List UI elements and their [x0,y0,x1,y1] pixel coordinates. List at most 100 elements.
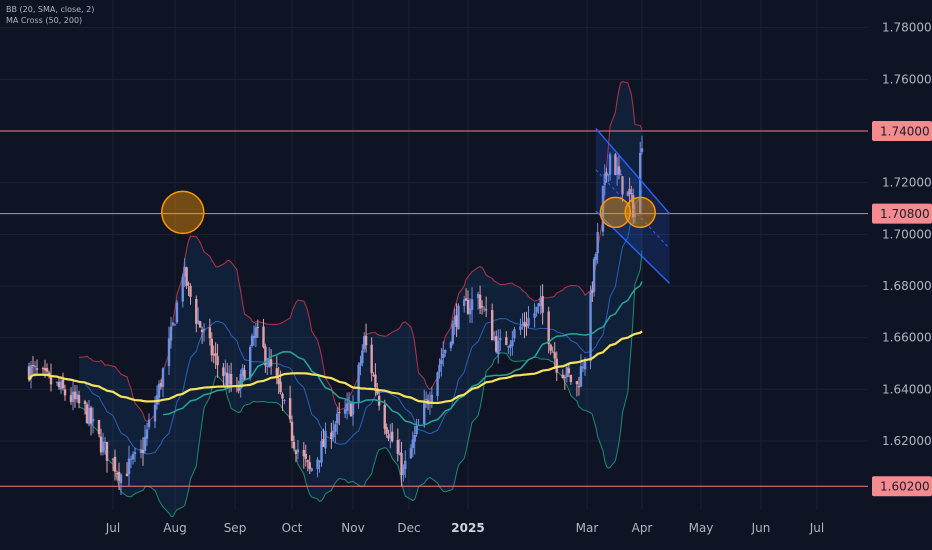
candle-body [202,328,206,331]
candle-body [385,427,388,434]
time-tick-label: 2025 [451,521,484,535]
time-tick-label: Apr [632,521,653,535]
candle-body [334,424,337,432]
candle-body [212,354,215,356]
candle-body [330,432,333,440]
candle-body [254,327,258,339]
highlight-circle[interactable] [599,196,632,229]
candle-body [462,299,466,306]
candle-body [347,402,351,404]
candle-body [27,366,31,379]
candle-body [547,311,550,345]
candle-body [413,435,416,442]
candle-body [527,317,530,326]
candle-body [43,368,47,371]
candle-body [304,453,307,459]
falling-channel-drawing[interactable] [595,127,671,284]
candle-body [310,468,313,471]
price-level-badge[interactable] [872,121,932,141]
time-tick-label: Dec [397,521,420,535]
candle-body [569,374,573,383]
candle-body [288,398,292,420]
candle-body [129,458,133,460]
price-tick-label: 1.70000 [882,227,932,241]
candle-body [159,382,163,387]
candle-body [621,176,624,195]
candle-body [631,194,635,218]
candle-body [185,267,188,286]
highlight-circle[interactable] [624,196,656,229]
candle-body [525,323,528,327]
candle-body [476,293,480,299]
candle-body [478,294,482,309]
bb-indicator-label[interactable]: BB (20, SMA, close, 2) [6,5,95,14]
candle-body [292,441,296,449]
candle-body [591,290,594,293]
candle-body [131,454,135,460]
time-axis[interactable]: Jul Aug Sep Oct Nov Dec 2025 Mar Apr May Jun Jul [105,521,824,535]
candle-body [318,460,321,462]
candle-body [615,167,619,175]
candle-body [398,452,401,456]
candle-body [77,395,81,404]
highlight-circle[interactable] [160,190,205,235]
grid-lines [0,0,868,510]
candle-body [387,435,390,439]
candle-body [31,364,35,366]
candle-body [99,436,103,453]
candle-body [167,338,171,367]
candle-body [519,326,522,330]
candle-body [290,421,294,441]
candle-body [264,346,267,366]
candle-body [608,154,612,175]
candle-body [216,356,219,366]
candle-body [338,412,341,414]
channel-upper-line[interactable] [595,127,671,215]
price-level-badge[interactable] [872,203,932,224]
highlight-circles[interactable] [160,190,656,235]
candle-body [89,407,93,424]
candle-body [59,381,63,390]
candle-body [511,340,514,346]
candle-body [411,439,415,449]
candle-body [443,349,447,354]
candle-body [555,358,558,373]
price-axis[interactable]: 1.78000 1.76000 1.72000 1.70000 1.68000 1.660… [870,0,932,510]
time-tick-label: Jul [105,521,120,535]
candle-body [549,344,552,351]
candle-body [457,305,460,330]
candle-body [640,148,644,152]
price-level-badge-text: 1.70800 [880,207,930,221]
candle-body [630,192,633,195]
candle-body [583,359,587,370]
bb-fill-area [79,81,642,517]
price-level-badge[interactable] [872,476,932,497]
price-tick-label: 1.72000 [882,176,932,190]
candle-body [396,439,399,454]
channel-lower-line[interactable] [595,210,671,284]
candle-body [87,408,91,425]
candle-body [266,365,269,367]
candle-body [509,344,512,348]
candle-body [252,336,256,339]
candle-body [133,452,137,454]
candle-body [105,441,109,461]
horizontal-levels[interactable] [0,130,868,487]
price-tick-label: 1.68000 [882,279,932,293]
candle-body [541,295,544,313]
candle-body [404,460,407,470]
candle-body [239,373,242,389]
candle-body [222,367,225,377]
candle-body [45,368,49,372]
ma-cross-indicator-label[interactable]: MA Cross (50, 200) [6,16,83,25]
candle-body [575,381,579,385]
candle-body [601,185,605,232]
candle-body [33,365,37,368]
candle-body [423,402,426,424]
candle-body [55,382,59,384]
candle-body [567,368,571,374]
candle-body [57,381,61,388]
candle-body [322,439,325,447]
candle-body [389,433,392,439]
